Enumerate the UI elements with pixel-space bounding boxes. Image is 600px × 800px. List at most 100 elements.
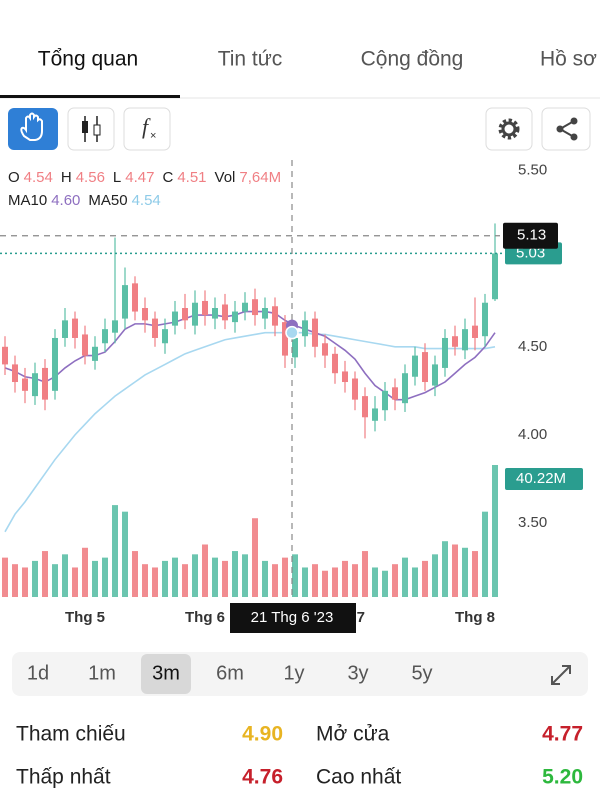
crosshair-price-box [503, 222, 558, 249]
stat-value: 4.90 [242, 723, 283, 746]
pan-button[interactable] [8, 108, 58, 150]
candle-body [252, 299, 258, 316]
candle-body [72, 318, 78, 338]
candle-body [172, 311, 178, 326]
candle-body [312, 318, 318, 347]
candle-button[interactable] [67, 107, 115, 151]
y-tick-label: 3.50 [518, 514, 547, 531]
ohlc-l-label: L [113, 169, 121, 186]
volume-bar [272, 564, 278, 597]
volume-bar [92, 560, 98, 597]
stat-value: 4.76 [242, 766, 283, 789]
ohlc-l: 4.47 [125, 169, 154, 186]
volume-bar [312, 564, 318, 597]
stat-label: Cao nhất [316, 766, 401, 789]
candle-body [232, 311, 238, 323]
share-icon [570, 133, 578, 141]
volume-bar [392, 564, 398, 597]
candle-icon [82, 121, 88, 133]
period-option[interactable]: 1d [27, 662, 49, 684]
volume-bar [372, 567, 378, 597]
candle-body [42, 367, 48, 400]
x-tick-label: Thg 5 [65, 609, 105, 626]
hand-icon [20, 112, 43, 141]
candle-body [292, 337, 298, 358]
volume-bar [142, 564, 148, 597]
candle-body [482, 302, 488, 337]
candle-body [62, 320, 68, 338]
candle-body [282, 322, 288, 356]
share-button[interactable] [541, 107, 591, 151]
candle-body [342, 371, 348, 383]
period-option[interactable]: 5y [411, 662, 432, 684]
fx-icon: × [150, 130, 156, 142]
candle-body [382, 390, 388, 411]
ohlc-o: 4.54 [24, 169, 53, 186]
candle-body [32, 373, 38, 397]
candle-body [22, 378, 28, 391]
volume-bar [252, 518, 258, 597]
candle-body [112, 320, 118, 333]
tab[interactable]: Tổng quan [38, 48, 138, 71]
volume-bar [242, 554, 248, 597]
gear-icon [498, 118, 520, 140]
expand-icon[interactable] [551, 665, 571, 685]
period-option[interactable]: 3y [347, 662, 368, 684]
volume-bar [52, 564, 58, 597]
volume-bar [322, 570, 328, 597]
volume-bar [32, 560, 38, 597]
x-tick-label: Thg 6 [185, 609, 225, 626]
ohlc-h: 4.56 [76, 169, 105, 186]
volume-bar [2, 557, 8, 597]
volume-bar [342, 560, 348, 597]
tab[interactable]: Hồ sơ [540, 48, 597, 71]
candle-body [152, 318, 158, 338]
volume-label-box [505, 468, 583, 490]
volume-bar [12, 564, 18, 597]
volume-bar [162, 560, 168, 597]
period-option[interactable]: 3m [152, 662, 180, 684]
volume-bar [202, 544, 208, 597]
fx-icon: f [142, 114, 151, 139]
volume-bar [232, 551, 238, 597]
candle-body [492, 253, 498, 300]
candle-body [472, 325, 478, 338]
settings-button[interactable] [485, 107, 533, 151]
period-option[interactable]: 6m [216, 662, 244, 684]
ohlc-o-label: O [8, 169, 20, 186]
stat-label: Mở cửa [316, 723, 390, 746]
y-tick-label: 4.50 [518, 338, 547, 355]
volume-bar [122, 511, 128, 597]
candle-body [322, 343, 328, 356]
stat-value: 5.20 [542, 766, 583, 789]
volume-bar [412, 567, 418, 597]
ma10-line [4, 310, 496, 401]
volume-label: 40.22M [516, 470, 566, 487]
candle-body [12, 364, 18, 383]
tab[interactable]: Cộng đồng [361, 48, 464, 71]
ma-ma50: 4.54 [132, 192, 161, 209]
candle-body [452, 336, 458, 347]
volume-bar [72, 567, 78, 597]
volume-bar [282, 557, 288, 597]
volume-bar [172, 557, 178, 597]
candle-body [432, 364, 438, 386]
volume-bar [212, 557, 218, 597]
x-tick-label: Thg 8 [455, 609, 495, 626]
ma50-line [4, 331, 496, 533]
toolbar: f × [8, 107, 591, 151]
candle-icon [93, 124, 101, 136]
stat-value: 4.77 [542, 723, 583, 746]
volume-bar [82, 547, 88, 597]
indicator-button[interactable] [123, 107, 171, 151]
candle-body [362, 396, 368, 418]
period-option[interactable]: 1m [88, 662, 116, 684]
tab[interactable]: Tin tức [218, 48, 283, 71]
stat-label: Thấp nhất [16, 766, 111, 789]
volume-bar [472, 551, 478, 597]
period-selected [141, 654, 191, 694]
period-option[interactable]: 1y [283, 662, 304, 684]
gear-icon [501, 121, 517, 137]
candle-body [272, 306, 278, 326]
volume-bar [302, 567, 308, 597]
